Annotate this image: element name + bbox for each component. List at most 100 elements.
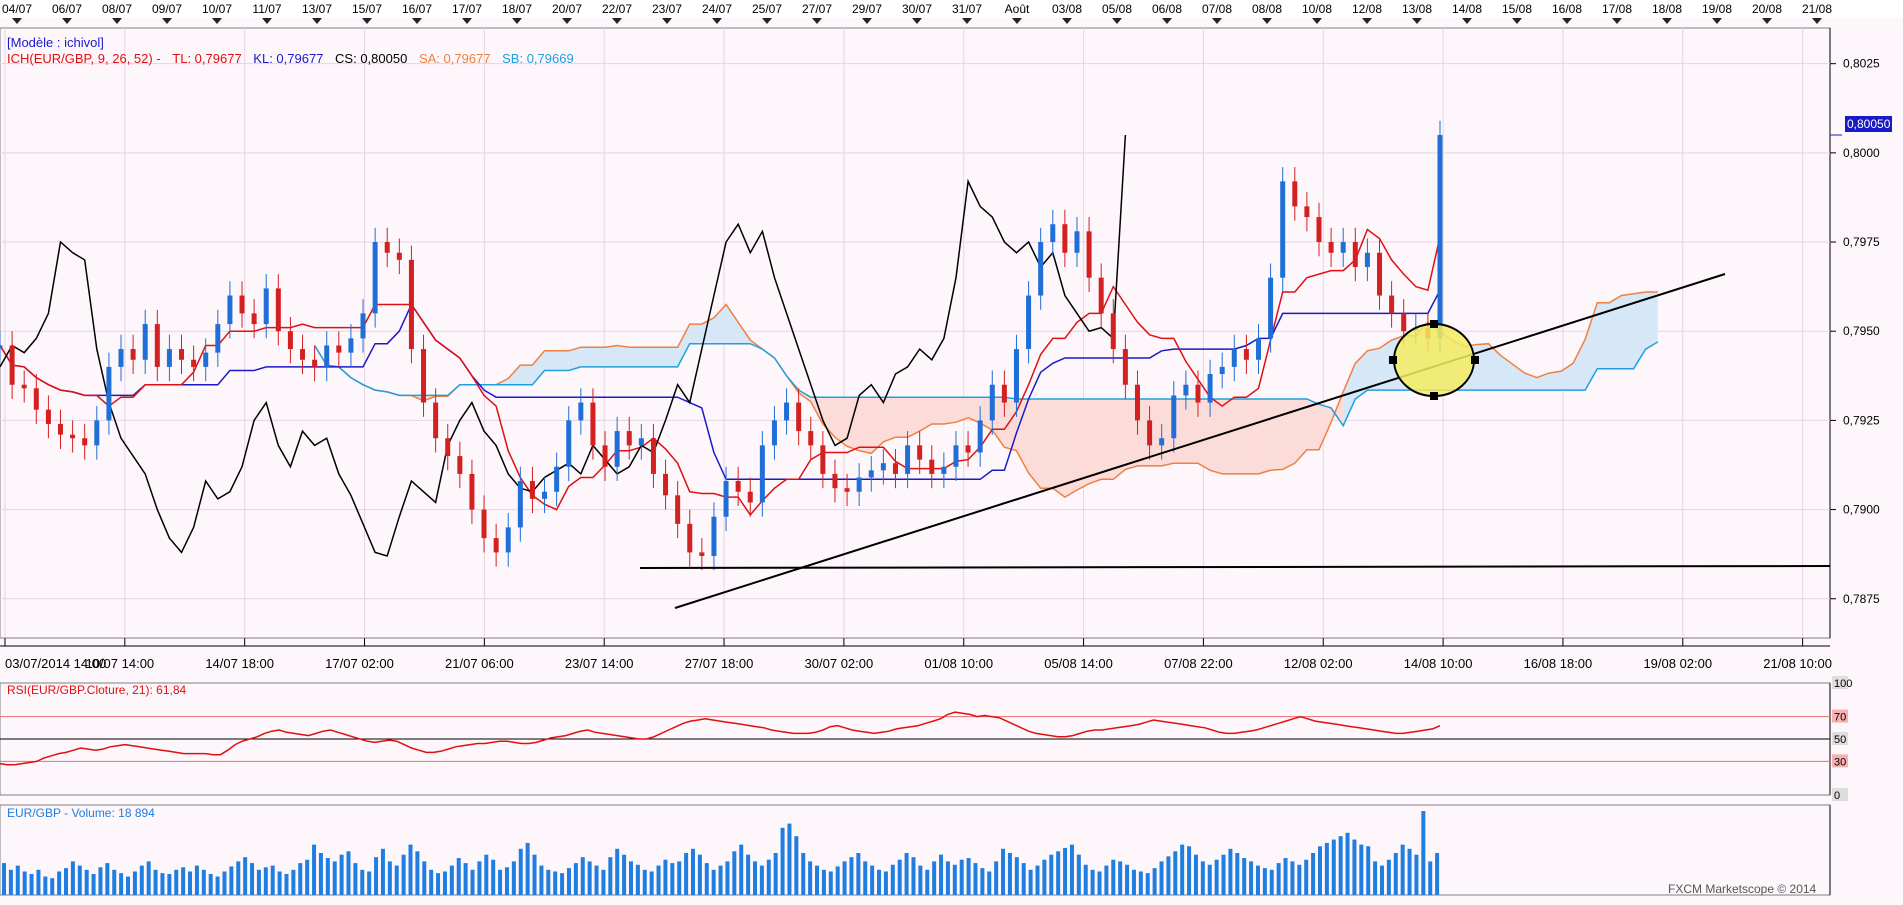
candle-body — [796, 402, 802, 432]
volume-bar — [1083, 864, 1088, 895]
candle-body — [505, 527, 511, 553]
volume-bar — [387, 861, 392, 895]
cloud-segment — [1294, 398, 1307, 464]
cloud-segment — [871, 397, 884, 454]
senkou-a-value: SA: 0,79677 — [418, 51, 491, 66]
top-date-label: 27/07 — [802, 2, 832, 16]
volume-bar — [504, 867, 509, 895]
time-label: 21/07 06:00 — [445, 656, 514, 671]
candle-body — [1013, 349, 1019, 403]
candle-body — [699, 552, 705, 556]
candle-body — [989, 384, 995, 421]
volume-bar — [670, 863, 675, 895]
candle-body — [905, 445, 911, 474]
cloud-segment — [834, 397, 848, 447]
top-date-label: 03/08 — [1052, 2, 1082, 16]
candle-body — [300, 349, 306, 360]
cloud-segment — [544, 350, 557, 371]
volume-bar — [677, 861, 682, 895]
volume-bar — [553, 871, 558, 895]
volume-bar — [1338, 836, 1343, 895]
volume-bar — [1180, 844, 1185, 895]
cloud-segment — [1355, 350, 1368, 399]
volume-bar — [1187, 846, 1192, 895]
volume-bar — [966, 858, 971, 895]
volume-bar — [918, 865, 923, 895]
candle-body — [421, 349, 427, 403]
volume-bar — [863, 861, 868, 895]
cloud-segment — [1125, 398, 1138, 470]
volume-bar — [277, 871, 282, 895]
candle-body — [735, 481, 741, 492]
top-date-label: 07/08 — [1202, 2, 1232, 16]
candle-body — [372, 242, 378, 314]
volume-bar — [594, 865, 599, 895]
volume-bar — [808, 861, 813, 895]
cloud-segment — [1597, 302, 1610, 369]
volume-bar — [1200, 861, 1205, 895]
cloud-segment — [1536, 373, 1549, 391]
cloud-segment — [1488, 343, 1501, 391]
cloud-segment — [726, 304, 739, 344]
top-date-label: 19/08 — [1702, 2, 1732, 16]
volume-bar — [1138, 871, 1143, 895]
volume-bar — [105, 863, 110, 895]
candle-body — [566, 420, 572, 467]
volume-bar — [429, 869, 434, 895]
candle-body — [1038, 242, 1044, 296]
rsi-tick-label: 100 — [1834, 678, 1852, 690]
cloud-segment — [1645, 291, 1658, 350]
volume-bar — [1069, 844, 1074, 895]
cloud-segment — [1113, 398, 1126, 480]
volume-bar — [491, 859, 496, 895]
top-date-label: 22/07 — [602, 2, 632, 16]
volume-bar — [346, 851, 351, 895]
candle-body — [1171, 395, 1177, 439]
candle-body — [154, 324, 160, 367]
date-marker — [912, 18, 922, 24]
cloud-segment — [580, 347, 593, 367]
cloud-segment — [1379, 340, 1392, 391]
volume-bar — [1173, 851, 1178, 895]
volume-bar — [1042, 859, 1047, 895]
date-marker — [12, 18, 22, 24]
date-marker — [1312, 18, 1322, 24]
volume-bar — [146, 861, 151, 895]
volume-bar — [1386, 859, 1391, 895]
volume-bar — [57, 871, 62, 895]
date-marker — [1812, 18, 1822, 24]
tenkan-value: TL: 0,79677 — [172, 51, 242, 66]
volume-bar — [1152, 868, 1157, 895]
volume-bar — [1249, 861, 1254, 895]
volume-bar — [1035, 865, 1040, 895]
volume-bar — [780, 827, 785, 895]
cloud-segment — [847, 397, 860, 451]
price-panel — [0, 27, 1831, 639]
volume-bar — [408, 844, 413, 895]
top-date-label: 29/07 — [852, 2, 882, 16]
volume-bar — [1125, 864, 1130, 895]
candle-body — [215, 324, 221, 353]
volume-bar — [15, 865, 20, 895]
candle-body — [590, 402, 596, 446]
cloud-segment — [1633, 291, 1646, 369]
y-tick-label: 0,7950 — [1843, 324, 1880, 338]
candle-body — [469, 473, 475, 510]
volume-bar — [339, 854, 344, 895]
candle-body — [638, 438, 644, 446]
top-date-label: 14/08 — [1452, 2, 1482, 16]
volume-bar — [380, 848, 385, 895]
cloud-segment — [1585, 302, 1598, 391]
rsi-tick-box — [1832, 732, 1848, 745]
volume-bar — [284, 874, 289, 895]
top-date-label: 18/08 — [1652, 2, 1682, 16]
volume-bar — [1269, 869, 1274, 895]
candle-body — [1074, 231, 1080, 253]
rsi-tick-box — [1832, 709, 1848, 723]
rsi-tick-label: 0 — [1834, 790, 1840, 802]
volume-bar — [794, 836, 799, 895]
volume-bar — [1207, 864, 1212, 895]
volume-bar — [1049, 854, 1054, 895]
volume-bar — [766, 859, 771, 895]
